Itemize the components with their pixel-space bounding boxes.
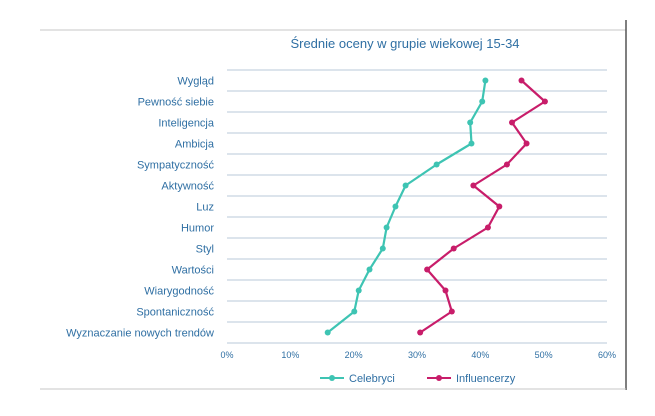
category-label: Inteligencja	[158, 118, 215, 130]
x-tick-label: 50%	[535, 350, 553, 360]
data-point-influencerzy	[518, 77, 525, 84]
category-label: Spontaniczność	[136, 307, 214, 319]
category-label: Aktywność	[161, 181, 214, 193]
series-line-celebryci	[327, 80, 487, 334]
data-point-influencerzy	[450, 245, 457, 252]
category-labels: Wygląd Pewność siebie Inteligencja Ambicja S…	[66, 76, 215, 340]
category-label: Wygląd	[177, 76, 214, 88]
gridlines	[227, 69, 607, 344]
chart-title: Średnie oceny w grupie wiekowej 15-34	[290, 36, 519, 51]
data-point-celebryci	[479, 98, 486, 105]
data-point-celebryci	[351, 308, 358, 315]
data-point-influencerzy	[442, 287, 449, 294]
legend-label-celebryci: Celebryci	[349, 373, 395, 385]
legend-marker-celebryci	[329, 375, 335, 381]
legend-label-influencerzy: Influencerzy	[456, 373, 516, 385]
data-point-celebryci	[324, 329, 331, 336]
data-point-celebryci	[379, 245, 386, 252]
category-label: Ambicja	[175, 139, 215, 151]
data-point-celebryci	[402, 182, 409, 189]
x-tick-label: 10%	[281, 350, 299, 360]
data-point-celebryci	[383, 224, 390, 231]
data-point-influencerzy	[424, 266, 431, 273]
x-tick-label: 0%	[220, 350, 233, 360]
chart-legend: Celebryci Influencerzy	[320, 373, 516, 385]
category-label: Luz	[196, 202, 214, 214]
legend-marker-influencerzy	[436, 375, 442, 381]
category-label: Sympatyczność	[137, 160, 215, 172]
data-point-influencerzy	[523, 140, 530, 147]
category-label: Wiarygodność	[144, 286, 214, 298]
data-point-influencerzy	[503, 161, 510, 168]
data-point-celebryci	[468, 140, 475, 147]
x-tick-label: 30%	[408, 350, 426, 360]
category-label: Styl	[196, 244, 214, 256]
data-point-influencerzy	[509, 119, 515, 126]
series-line-influencerzy	[419, 79, 547, 334]
x-tick-label: 60%	[598, 350, 616, 360]
x-tick-label: 40%	[471, 350, 489, 360]
data-point-celebryci	[355, 287, 362, 294]
data-point-celebryci	[392, 203, 399, 210]
x-tick-label: 20%	[345, 350, 363, 360]
data-point-celebryci	[467, 119, 474, 126]
data-point-influencerzy	[448, 308, 455, 315]
data-point-influencerzy	[484, 224, 491, 231]
data-point-influencerzy	[417, 329, 424, 336]
category-label: Humor	[181, 223, 214, 235]
data-point-celebryci	[482, 77, 489, 84]
data-point-influencerzy	[470, 182, 477, 189]
data-point-influencerzy	[496, 203, 503, 210]
data-point-celebryci	[366, 266, 373, 273]
data-point-influencerzy	[541, 98, 548, 105]
category-label: Pewność siebie	[138, 97, 214, 109]
x-tick-labels: 0% 10% 20% 30% 40% 50% 60%	[220, 350, 616, 360]
category-label: Wartości	[172, 265, 214, 277]
category-label: Wyznaczanie nowych trendów	[66, 328, 214, 340]
series-lines	[324, 77, 548, 336]
data-point-celebryci	[433, 161, 440, 168]
